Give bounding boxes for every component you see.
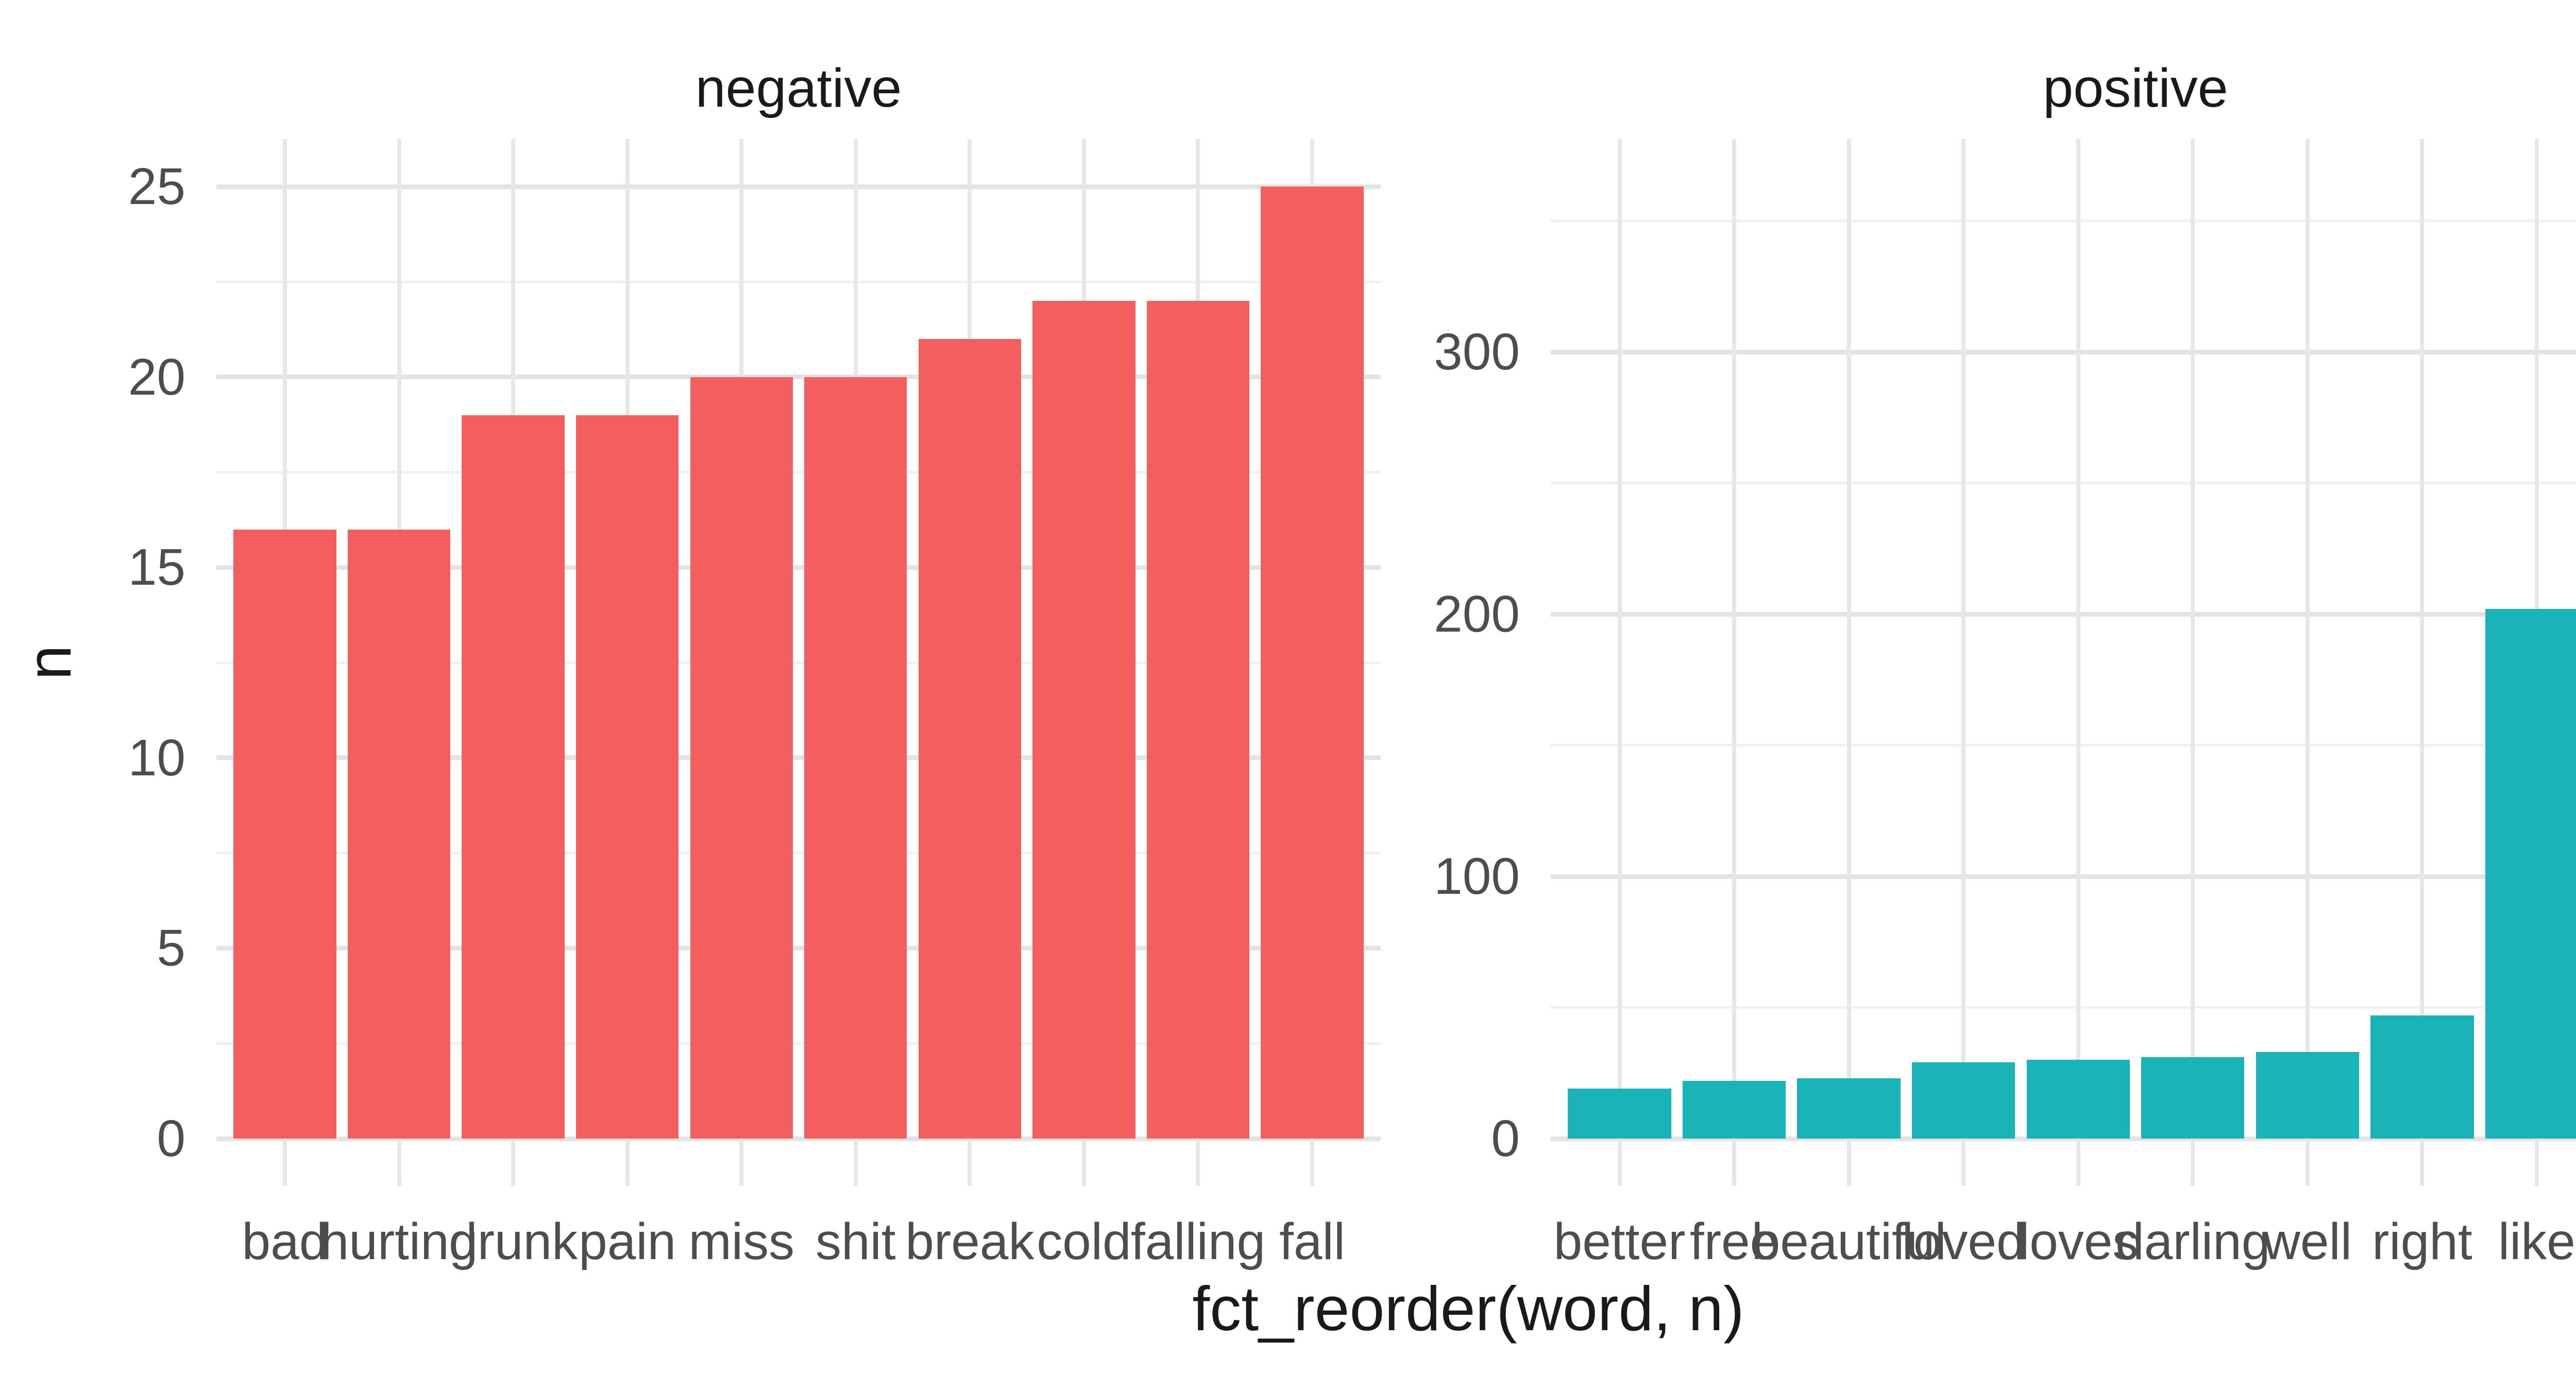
gridline-vertical: [2191, 139, 2195, 1186]
gridline-vertical: [1732, 139, 1737, 1186]
gridline-vertical: [1846, 139, 1851, 1186]
x-tick-label: miss: [688, 1213, 794, 1270]
x-tick-label: like: [2498, 1213, 2575, 1270]
bar-positive-better: [1568, 1089, 1671, 1139]
y-tick-label: 300: [1434, 323, 1520, 381]
x-tick-label: right: [2372, 1213, 2472, 1270]
bar-positive-darling: [2141, 1057, 2245, 1139]
gridline-major: [1551, 1136, 2576, 1141]
x-tick-label: free: [1689, 1213, 1779, 1270]
x-tick-label: drunk: [449, 1213, 578, 1270]
gridline-minor: [216, 661, 1381, 664]
y-axis-title: n: [14, 645, 84, 680]
x-tick-label: well: [2263, 1213, 2352, 1270]
x-tick-label: fall: [1279, 1213, 1345, 1270]
x-tick-label: loved: [1902, 1213, 2025, 1270]
y-tick-label: 25: [128, 158, 185, 216]
gridline-major: [1551, 612, 2576, 617]
gridline-major: [216, 755, 1381, 760]
y-tick-label: 5: [157, 919, 185, 977]
gridline-minor: [216, 471, 1381, 474]
gridline-major: [1551, 874, 2576, 879]
gridline-minor: [1551, 219, 2576, 223]
x-tick-label: darling: [2115, 1213, 2270, 1270]
x-tick-label: pain: [579, 1213, 676, 1270]
gridline-minor: [1551, 482, 2576, 485]
gridline-vertical: [1617, 139, 1622, 1186]
gridline-minor: [1551, 744, 2576, 747]
x-tick-label: falling: [1130, 1213, 1266, 1270]
x-tick-label: bad: [242, 1213, 328, 1270]
y-tick-label: 15: [128, 538, 185, 597]
gridline-major: [216, 565, 1381, 570]
x-tick-label: better: [1553, 1213, 1686, 1270]
x-axis-title: fct_reorder(word, n): [1192, 1274, 1744, 1344]
gridline-major: [216, 184, 1381, 189]
bar-negative-fall: [1261, 186, 1364, 1139]
bar-negative-drunk: [462, 415, 565, 1139]
x-tick-label: break: [905, 1213, 1035, 1270]
facet-title-negative: negative: [695, 58, 902, 118]
bar-negative-miss: [690, 377, 793, 1139]
bar-negative-pain: [575, 415, 679, 1139]
gridline-major: [1551, 349, 2576, 354]
bar-positive-free: [1682, 1081, 1786, 1139]
gridline-major: [216, 1136, 1381, 1141]
y-tick-label: 100: [1434, 847, 1520, 905]
gridline-vertical: [2305, 139, 2310, 1186]
gridline-minor: [216, 852, 1381, 855]
x-tick-label: loves: [2018, 1213, 2139, 1270]
bar-negative-shit: [804, 377, 907, 1139]
gridline-major: [216, 375, 1381, 380]
bar-negative-hurting: [347, 529, 451, 1139]
x-tick-label: love: [2445, 1211, 2576, 1273]
bar-positive-beautiful: [1797, 1078, 1901, 1139]
x-tick-label: hurting: [320, 1213, 478, 1270]
y-tick-label: 20: [128, 348, 185, 406]
x-tick-label: shit: [815, 1213, 896, 1270]
bar-negative-break: [918, 339, 1022, 1139]
x-tick-label: cold: [1037, 1213, 1131, 1270]
y-tick-label: 200: [1434, 585, 1520, 643]
gridline-vertical: [1961, 139, 1966, 1186]
bar-positive-right: [2370, 1015, 2474, 1139]
bar-positive-loves: [2026, 1060, 2130, 1139]
y-tick-label: 0: [1491, 1110, 1520, 1167]
gridline-vertical: [2076, 139, 2080, 1186]
bar-positive-like: [2485, 608, 2576, 1139]
gridline-minor: [216, 1042, 1381, 1045]
y-tick-label: 10: [128, 728, 185, 787]
gridline-major: [216, 945, 1381, 951]
bar-negative-cold: [1032, 301, 1136, 1139]
gridline-minor: [216, 280, 1381, 283]
y-tick-label: 0: [157, 1110, 185, 1167]
bar-negative-bad: [233, 529, 336, 1139]
x-tick-label: beautiful: [1751, 1213, 1946, 1270]
bar-positive-well: [2256, 1052, 2359, 1139]
gridline-minor: [1551, 1006, 2576, 1009]
facet-title-positive: positive: [2043, 58, 2228, 118]
gridline-vertical: [2420, 139, 2425, 1186]
bar-positive-loved: [1912, 1062, 2015, 1139]
bar-negative-falling: [1146, 301, 1250, 1139]
